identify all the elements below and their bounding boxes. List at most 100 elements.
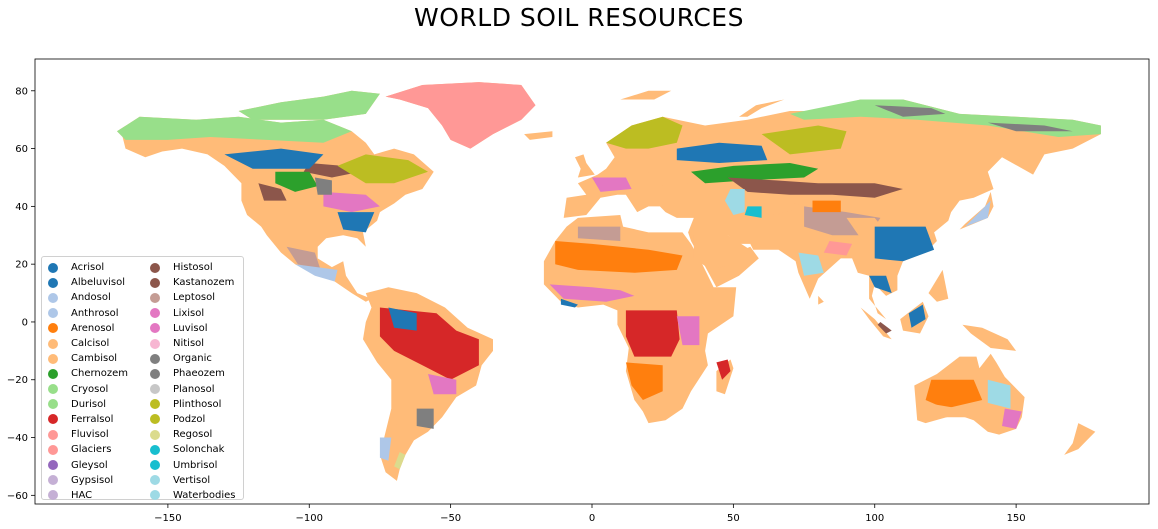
legend-marker [150,429,160,440]
legend-marker [48,353,58,364]
soil-region-cryosol-2 [238,90,380,120]
legend-item: Cambisol [48,351,128,366]
legend-label: Luvisol [173,322,208,334]
legend-item: Calcisol [48,336,128,351]
legend-item: Albeluvisol [48,275,128,290]
soil-region-acrisol-12 [337,212,375,233]
y-tick-label: 80 [15,86,28,97]
x-tick-label: 150 [1007,513,1026,524]
legend-item: Phaeozem [150,366,236,381]
legend-marker [150,277,160,288]
legend-label: Acrisol [71,262,105,274]
legend-item: Lixisol [150,306,236,321]
legend-label: Leptosol [173,292,216,304]
legend-item: Andosol [48,290,128,305]
legend-item: Ferralsol [48,412,128,427]
soil-region-lixisol-19 [428,374,457,395]
landmass-philippines [928,269,949,302]
legend-item: Planosol [150,382,236,397]
legend-marker [48,292,58,303]
soil-region-luvisol-57 [592,177,632,192]
legend-label: HAC [71,489,93,501]
soil-region-calcisol-48 [925,402,983,418]
legend-label: Anthrosol [71,307,119,319]
legend: Acrisol Albeluvisol Andosol Anthrosol Arenos… [41,256,244,503]
legend-item: Podzol [150,412,236,427]
soil-region-fluvisol-35 [823,241,853,256]
legend-item: Cryosol [48,382,128,397]
legend-marker [48,277,58,288]
soil-region-organic-5 [987,122,1073,132]
soil-region-histosol-13 [258,183,287,201]
legend-item: Waterbodies [150,488,236,503]
soil-region-calcisol-21 [394,408,411,444]
y-tick-label: 40 [15,202,28,213]
legend-item: Acrisol [48,260,128,275]
legend-label: Umbrisol [173,459,218,471]
legend-item: Chernozem [48,366,128,381]
legend-marker [150,338,160,349]
x-tick-label: −100 [296,513,323,524]
legend-marker [150,444,160,455]
legend-item: Leptosol [150,290,236,305]
legend-label: Phaeozem [173,368,225,380]
y-tick-label: 0 [22,317,28,328]
x-tick-label: 0 [589,513,595,524]
soil-region-leptosol-15 [286,246,321,270]
legend-item: Regosol [150,427,236,442]
legend-marker [150,368,160,379]
soil-region-luvisol-43 [676,316,700,346]
legend-label: Gypsisol [71,474,114,486]
soil-region-solonchak-54 [744,206,762,218]
legend-marker [150,384,160,395]
legend-item: Kastanozem [150,275,236,290]
legend-marker [150,460,160,471]
soil-region-luvisol-11 [323,191,380,213]
legend-marker [48,384,58,395]
soil-region-cryosol-1 [117,116,352,143]
soil-region-cambisol-56 [648,171,691,187]
legend-marker [48,399,58,410]
legend-item: Arenosol [48,321,128,336]
legend-marker [150,262,160,273]
legend-item: Solonchak [150,442,236,457]
soil-region-acrisol-50 [869,275,892,294]
soil-patches-layer [117,82,1101,470]
legend-item: Gleysol [48,457,128,472]
landmass-sri-lanka [818,295,824,305]
y-tick-label: −20 [7,375,28,386]
landmass-svalbard-region [620,90,672,100]
soil-region-acrisol-42 [560,298,578,308]
x-tick-label: −150 [154,513,181,524]
soil-region-glaciers-0 [385,82,536,149]
legend-label: Durisol [71,398,107,410]
legend-item: Nitisol [150,336,236,351]
soil-region-calcisol-14 [261,212,310,241]
x-tick-label: 100 [865,513,884,524]
legend-column-1: Acrisol Albeluvisol Andosol Anthrosol Arenos… [48,260,128,503]
legend-marker [150,323,160,334]
soil-region-acrisol-33 [874,226,935,262]
legend-item: Umbrisol [150,457,236,472]
soil-region-chernozem-27 [691,163,819,184]
legend-label: Andosol [71,292,111,304]
legend-item: Organic [150,351,236,366]
soil-region-arenosol-40 [625,362,663,400]
legend-marker [48,414,58,425]
soil-region-podzol-7 [337,154,428,184]
legend-label: Planosol [173,383,215,395]
legend-marker [150,414,160,425]
legend-label: Podzol [173,413,206,425]
y-tick-label: 20 [15,260,28,271]
x-tick-label: −50 [440,513,461,524]
legend-label: Glaciers [71,444,112,456]
y-tick-label: −40 [7,433,28,444]
legend-item: Vertisol [150,473,236,488]
legend-marker [48,308,58,319]
legend-marker [150,292,160,303]
legend-label: Regosol [173,429,213,441]
legend-label: Kastanozem [173,277,235,289]
soil-region-ferralsol-44 [716,359,731,380]
y-tick-label: 60 [15,144,28,155]
legend-label: Ferralsol [71,413,114,425]
